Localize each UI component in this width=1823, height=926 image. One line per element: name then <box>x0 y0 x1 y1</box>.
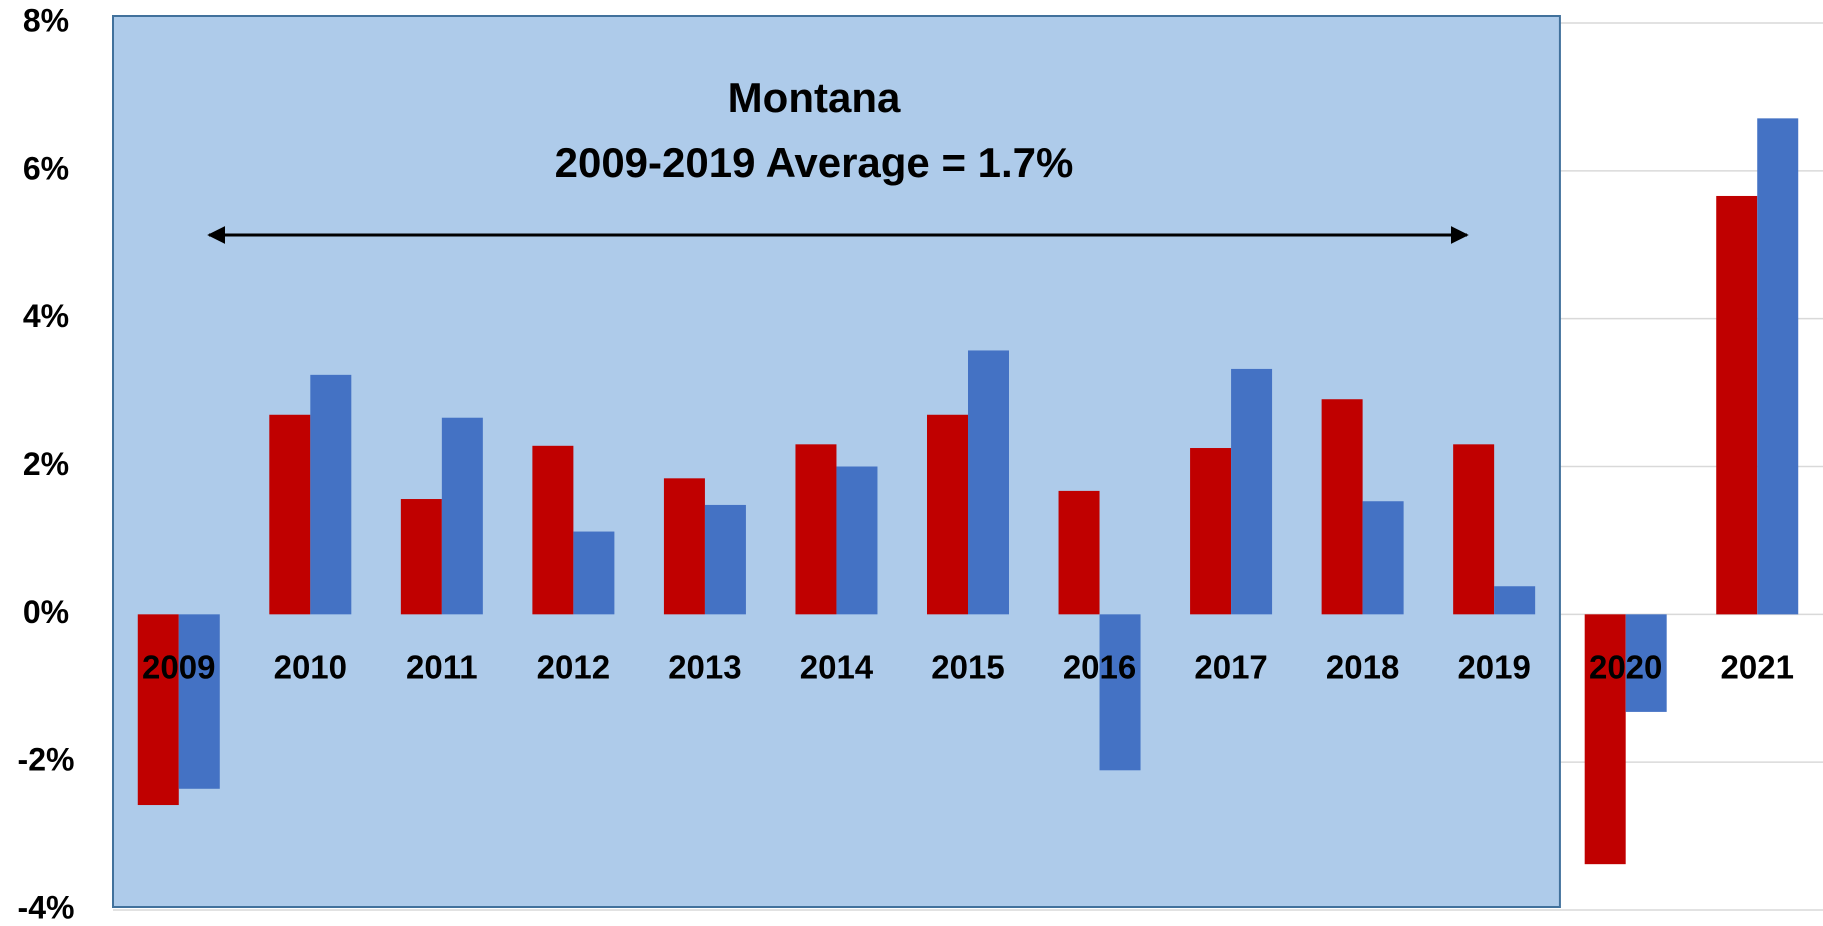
bar <box>927 414 968 615</box>
bar <box>1625 614 1667 712</box>
x-tick-label: 2015 <box>931 649 1004 686</box>
bar <box>441 417 483 615</box>
y-tick-label: 0% <box>23 594 69 630</box>
y-tick-label: -4% <box>18 889 75 925</box>
bar <box>1058 490 1100 615</box>
bar <box>1321 399 1363 615</box>
labels: -4% -2% 0% 2% 4% 6% 8% 2009 2010 2011 2012 2013 2014… <box>18 2 1794 925</box>
y-tick-label: 4% <box>23 298 69 334</box>
x-tick-label: 2019 <box>1457 649 1530 686</box>
bar <box>1584 614 1626 865</box>
x-tick-label: 2011 <box>406 649 478 686</box>
bar <box>1231 368 1273 615</box>
x-tick-label: 2012 <box>537 649 610 686</box>
y-tick-label: 8% <box>23 2 69 38</box>
x-tick-label: 2009 <box>142 649 215 686</box>
annotation-average: 2009-2019 Average = 1.7% <box>555 139 1074 186</box>
bar <box>269 414 311 615</box>
annotation-title: Montana <box>728 74 901 121</box>
bar <box>310 374 352 615</box>
bar <box>573 531 615 615</box>
bar <box>795 444 837 615</box>
y-tick-label: 6% <box>23 150 69 186</box>
bar <box>532 445 574 615</box>
bar <box>1716 195 1758 615</box>
x-tick-label: 2017 <box>1194 649 1267 686</box>
x-tick-label: 2020 <box>1589 649 1662 686</box>
bar <box>704 504 746 615</box>
x-tick-label: 2013 <box>668 649 741 686</box>
x-tick-label: 2016 <box>1063 649 1136 686</box>
bar <box>1099 614 1141 771</box>
bar <box>137 614 179 806</box>
bar <box>663 478 705 615</box>
bar <box>968 350 1009 615</box>
x-tick-label: 2010 <box>274 649 347 686</box>
x-tick-label: 2014 <box>800 649 874 686</box>
bar <box>400 499 442 615</box>
bar <box>1757 118 1799 615</box>
bar <box>1494 586 1536 615</box>
bar <box>1190 448 1232 615</box>
bars <box>137 118 1799 865</box>
x-tick-label: 2021 <box>1721 649 1794 686</box>
y-tick-label: -2% <box>18 742 75 778</box>
x-tick-label: 2018 <box>1326 649 1399 686</box>
bar <box>836 466 878 615</box>
y-tick-label: 2% <box>23 446 69 482</box>
bar <box>1453 444 1495 615</box>
bar <box>178 614 220 789</box>
bar <box>1362 501 1404 615</box>
